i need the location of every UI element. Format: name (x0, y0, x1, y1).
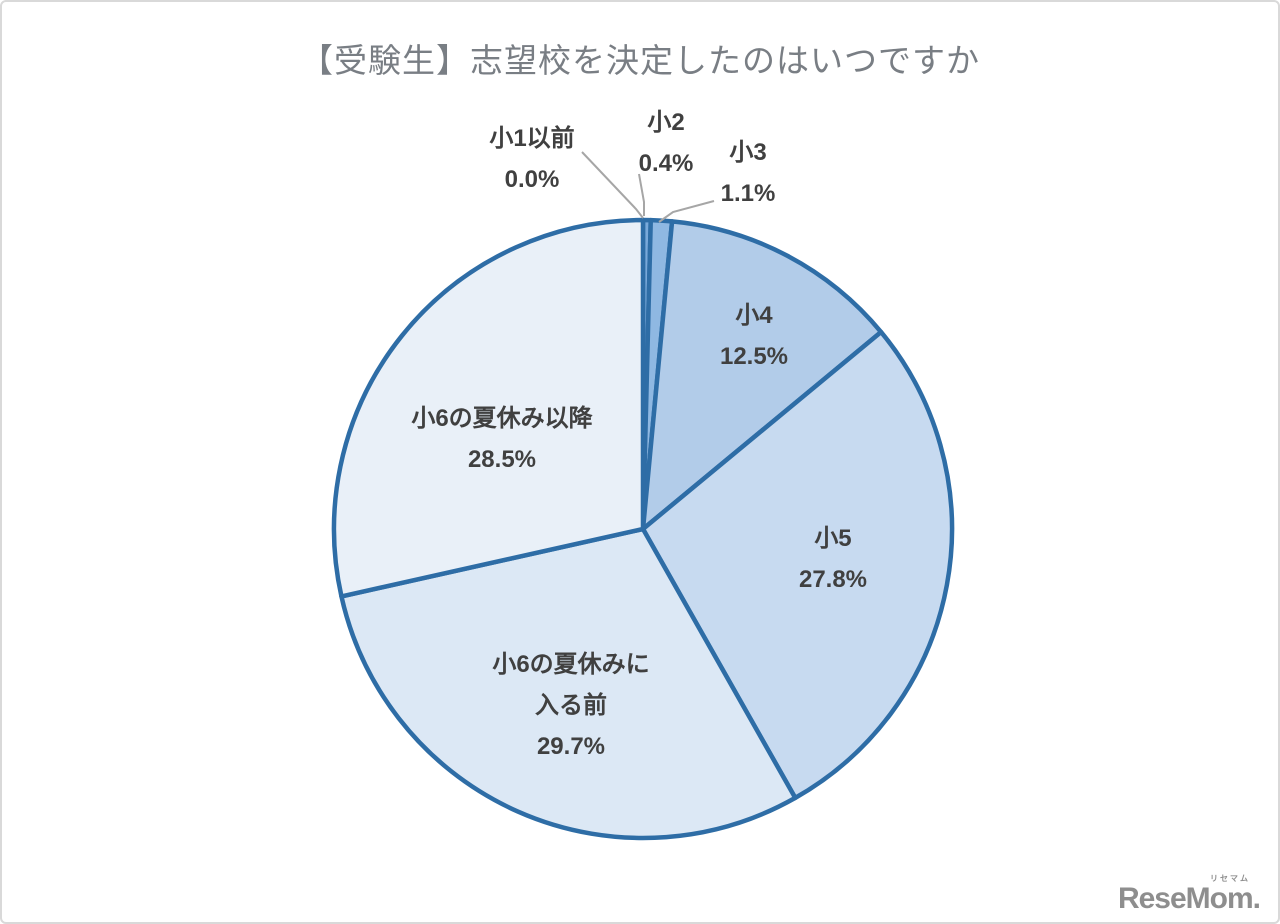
pie-slice-name: 小4 (735, 301, 773, 329)
pie-slice-name: 小6の夏休み以降 (411, 404, 593, 432)
pie-slice-value: 12.5% (719, 342, 789, 370)
resemom-logo-text: ReseMom. (1117, 882, 1261, 915)
pie-slice-value: 29.7% (536, 732, 606, 760)
pie-slice-label-3: 小4 12.5% (720, 295, 788, 377)
pie-slice-5 (339, 526, 798, 841)
pie-slice-value: 27.8% (798, 565, 868, 593)
pie-slice-name: 入る前 (534, 691, 607, 719)
pie-slice-name: 小1以前 (489, 124, 575, 152)
pie-slice-3 (640, 219, 884, 532)
pie-slice-value: 0.0% (504, 165, 560, 193)
pie-slice-4 (640, 329, 955, 801)
pie-slice-name: 小3 (729, 138, 767, 166)
pie-slice-name: 小6の夏休みに (492, 650, 650, 678)
pie-slice-value: 0.4% (638, 149, 694, 177)
leader-line-2 (658, 200, 715, 223)
pie-slice-label-5: 小6の夏休みに 入る前 29.7% (492, 644, 649, 767)
pie-slice-value: 28.5% (467, 445, 537, 473)
pie-slice-6 (331, 217, 646, 599)
pie-slice-label-2: 小3 1.1% (721, 132, 776, 214)
pie-slice-label-6: 小6の夏休み以降 28.5% (411, 398, 592, 480)
pie-slice-name: 小2 (647, 108, 685, 136)
pie-slice-name: 小5 (814, 524, 852, 552)
resemom-logo-ruby: リセマム (1210, 874, 1250, 883)
pie-slice-label-4: 小5 27.8% (799, 518, 867, 600)
pie-slice-label-0: 小1以前 0.0% (489, 118, 574, 200)
leader-line-1 (638, 173, 645, 216)
pie-slice-label-1: 小2 0.4% (639, 102, 694, 184)
resemom-logo: リセマム ReseMom. (1117, 874, 1261, 915)
pie-slice-value: 1.1% (720, 179, 776, 207)
leader-line-0 (581, 151, 644, 219)
chart-title: 【受験生】志望校を決定したのはいつですか (300, 42, 980, 79)
